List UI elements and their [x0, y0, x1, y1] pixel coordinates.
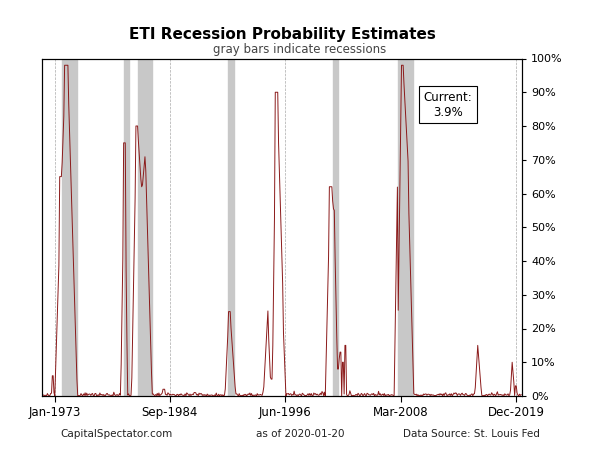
Bar	[398, 58, 413, 396]
Bar	[228, 58, 234, 396]
Bar	[332, 58, 338, 396]
Text: Current:
3.9%: Current: 3.9%	[423, 90, 472, 118]
Text: gray bars indicate recessions: gray bars indicate recessions	[214, 43, 386, 56]
Bar	[62, 58, 77, 396]
Bar	[124, 58, 128, 396]
Bar	[139, 58, 152, 396]
Text: as of 2020-01-20: as of 2020-01-20	[256, 429, 344, 439]
Text: Data Source: St. Louis Fed: Data Source: St. Louis Fed	[403, 429, 540, 439]
Text: CapitalSpectator.com: CapitalSpectator.com	[60, 429, 172, 439]
Title: ETI Recession Probability Estimates: ETI Recession Probability Estimates	[128, 27, 436, 42]
